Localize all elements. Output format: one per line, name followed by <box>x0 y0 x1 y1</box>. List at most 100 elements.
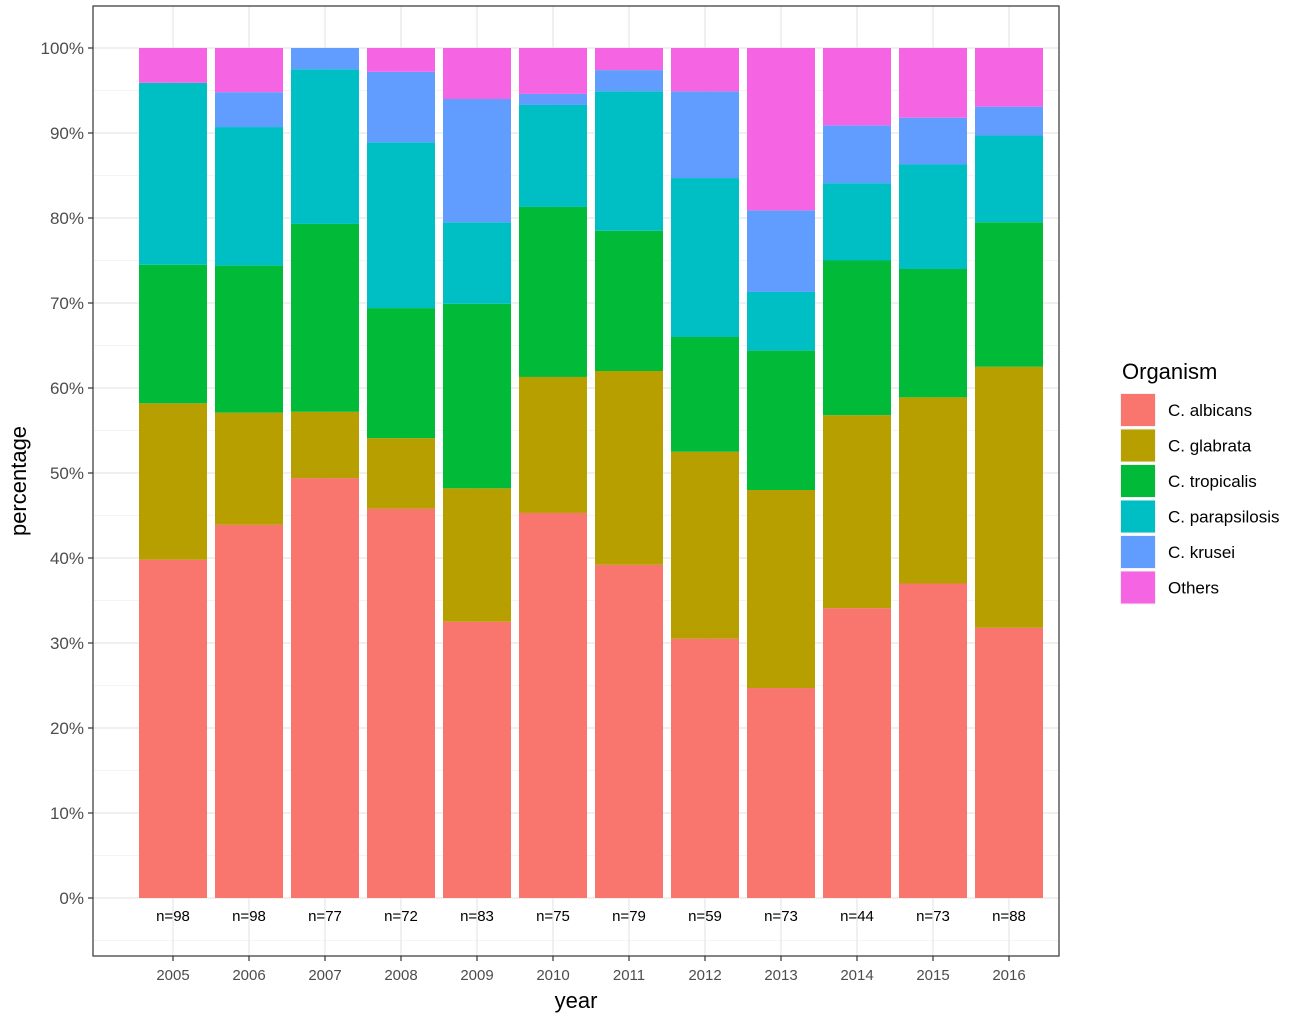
bar-segment-2005-c-parapsilosis <box>139 82 207 265</box>
y-tick-label: 50% <box>50 464 84 483</box>
legend: Organism C. albicans C. glabrata C. tropic… <box>1120 359 1280 605</box>
bar-segment-2006-c-glabrata <box>215 412 283 525</box>
bar-segment-2012-others <box>671 48 739 92</box>
bar-segment-2015-c-parapsilosis <box>899 164 967 269</box>
bar-segment-2016-c-albicans <box>975 627 1043 898</box>
bar-segment-2009-c-tropicalis <box>443 303 511 489</box>
legend-swatch <box>1121 465 1155 497</box>
legend-label: Others <box>1168 579 1219 598</box>
bar-segment-2010-c-glabrata <box>519 376 587 513</box>
bar-segment-2005-c-albicans <box>139 559 207 898</box>
count-label: n=77 <box>308 908 342 925</box>
bar-segment-2013-others <box>747 48 815 211</box>
x-tick-label: 2016 <box>992 967 1025 984</box>
x-tick-label: 2014 <box>840 967 873 984</box>
bar-segment-2011-others <box>595 48 663 71</box>
bar-segment-2005-c-glabrata <box>139 403 207 560</box>
bar-segment-2013-c-tropicalis <box>747 350 815 490</box>
bar-segment-2016-c-parapsilosis <box>975 135 1043 223</box>
bar-segment-2011-c-krusei <box>595 70 663 92</box>
x-tick-label: 2011 <box>613 967 645 984</box>
legend-swatch <box>1121 536 1155 568</box>
bar-segment-2008-c-tropicalis <box>367 308 435 439</box>
bar-segment-2010-c-parapsilosis <box>519 104 587 207</box>
bar-segment-2008-c-albicans <box>367 508 435 898</box>
legend-title: Organism <box>1122 359 1217 384</box>
y-tick-label: 10% <box>50 804 84 823</box>
bar-segment-2016-c-krusei <box>975 106 1043 136</box>
count-labels: n=98 n=98 n=77 n=72 n=83 n=75 n=79 n=59 n=73 n=44… <box>156 908 1026 925</box>
panel-border <box>92 5 1060 957</box>
bar-segment-2012-c-glabrata <box>671 451 739 639</box>
x-axis: 2005 2006 2007 2008 2009 2010 2011 2012 2013 2014… <box>156 956 1026 984</box>
count-label: n=79 <box>612 908 646 925</box>
bar-segment-2014-c-krusei <box>823 125 891 184</box>
bar-segment-2005-c-tropicalis <box>139 264 207 404</box>
x-tick-label: 2007 <box>308 967 341 984</box>
count-label: n=73 <box>916 908 950 925</box>
bar-segment-2011-c-tropicalis <box>595 230 663 371</box>
bar-segment-2013-c-parapsilosis <box>747 291 815 351</box>
bar-segment-2014-others <box>823 48 891 126</box>
legend-label: C. glabrata <box>1168 437 1252 456</box>
bar-segment-2009-c-albicans <box>443 621 511 898</box>
x-tick-label: 2012 <box>688 967 721 984</box>
bar-segment-2015-c-krusei <box>899 117 967 165</box>
bar-segment-2008-c-parapsilosis <box>367 142 435 309</box>
count-label: n=88 <box>992 908 1026 925</box>
bar-segment-2011-c-albicans <box>595 564 663 898</box>
legend-swatch <box>1121 500 1155 533</box>
legend-label: C. krusei <box>1168 543 1235 562</box>
y-axis-title: percentage <box>6 426 31 536</box>
bar-segment-2011-c-parapsilosis <box>595 91 663 231</box>
bar-segment-2012-c-krusei <box>671 91 739 179</box>
bar-segment-2006-c-albicans <box>215 524 283 898</box>
bar-segment-2006-c-tropicalis <box>215 265 283 413</box>
bar-segment-2015-c-albicans <box>899 583 967 898</box>
bar-segment-2008-c-krusei <box>367 71 435 143</box>
count-label: n=73 <box>764 908 798 925</box>
legend-swatch <box>1121 571 1155 604</box>
bar-segment-2005-others <box>139 48 207 83</box>
count-label: n=44 <box>840 908 874 925</box>
bar-segment-2008-c-glabrata <box>367 438 435 509</box>
bar-segment-2015-c-tropicalis <box>899 269 967 398</box>
y-tick-label: 100% <box>41 39 84 58</box>
count-label: n=72 <box>384 908 418 925</box>
bar-segment-2009-c-glabrata <box>443 488 511 622</box>
x-tick-label: 2013 <box>764 967 797 984</box>
bar-segment-2016-c-tropicalis <box>975 222 1043 367</box>
bar-segment-2009-c-krusei <box>443 99 511 223</box>
bar-segment-2009-c-parapsilosis <box>443 222 511 304</box>
x-tick-label: 2015 <box>916 967 949 984</box>
bar-segment-2010-c-tropicalis <box>519 206 587 377</box>
bar-segment-2016-c-glabrata <box>975 366 1043 628</box>
bar-segment-2007-c-krusei <box>291 48 359 70</box>
bar-segment-2012-c-parapsilosis <box>671 178 739 337</box>
x-tick-label: 2010 <box>536 967 569 984</box>
bar-segment-2007-c-albicans <box>291 478 359 898</box>
bar-segment-2014-c-tropicalis <box>823 260 891 416</box>
y-tick-label: 90% <box>50 124 84 143</box>
y-tick-label: 20% <box>50 719 84 738</box>
bar-segment-2006-c-parapsilosis <box>215 127 283 266</box>
count-label: n=98 <box>156 908 190 925</box>
x-tick-label: 2008 <box>384 967 417 984</box>
bar-segment-2013-c-krusei <box>747 210 815 292</box>
legend-label: C. albicans <box>1168 401 1252 420</box>
bar-segment-2014-c-albicans <box>823 608 891 898</box>
bar-segment-2011-c-glabrata <box>595 371 663 565</box>
count-label: n=98 <box>232 908 266 925</box>
bars <box>139 48 1043 898</box>
bar-segment-2010-c-albicans <box>519 512 587 898</box>
bar-segment-2012-c-tropicalis <box>671 337 739 452</box>
y-axis: 0% 10% 20% 30% 40% 50% 60% 70% 80% 90% 100% <box>41 39 93 908</box>
bar-segment-2016-others <box>975 48 1043 107</box>
bar-segment-2015-others <box>899 48 967 118</box>
y-tick-label: 30% <box>50 634 84 653</box>
x-tick-label: 2009 <box>460 967 493 984</box>
bar-segment-2015-c-glabrata <box>899 397 967 584</box>
bar-segment-2013-c-glabrata <box>747 490 815 689</box>
bar-segment-2012-c-albicans <box>671 638 739 898</box>
